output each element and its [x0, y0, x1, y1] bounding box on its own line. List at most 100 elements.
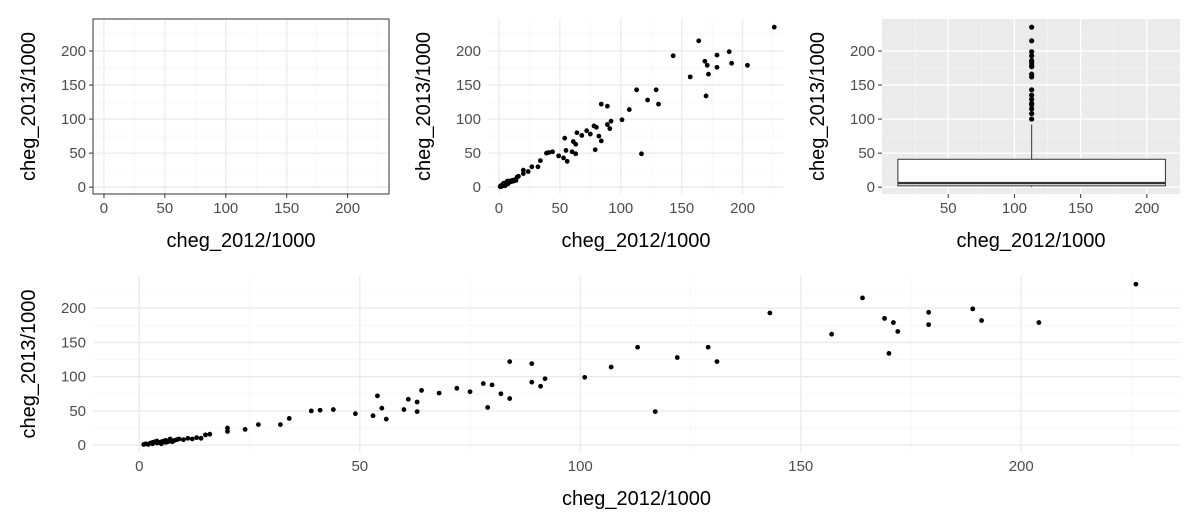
- data-point: [634, 87, 640, 93]
- y-tick-label: 100: [61, 369, 86, 386]
- data-point: [330, 407, 336, 412]
- data-point: [520, 171, 526, 176]
- x-axis-title: cheg_2012/1000: [166, 230, 315, 252]
- box-outlier-point: [1029, 100, 1035, 107]
- data-point: [714, 64, 720, 70]
- box-outlier-point: [1029, 53, 1035, 59]
- y-tick-label: 100: [456, 111, 481, 128]
- y-tick-label: 100: [850, 111, 875, 128]
- data-point: [886, 350, 892, 356]
- data-point: [607, 126, 613, 132]
- data-point: [489, 382, 495, 388]
- data-point: [546, 150, 552, 155]
- x-tick-label: 50: [940, 200, 957, 217]
- y-tick-label: 0: [473, 179, 481, 196]
- data-point: [608, 118, 614, 124]
- data-point: [414, 409, 420, 414]
- data-point: [705, 344, 711, 350]
- y-tick-label: 50: [464, 145, 481, 162]
- data-point: [979, 318, 984, 323]
- data-point: [537, 158, 543, 164]
- data-point: [516, 173, 521, 179]
- data-point: [485, 405, 491, 410]
- data-point: [726, 49, 732, 55]
- data-point: [569, 149, 575, 155]
- data-point: [529, 361, 535, 367]
- data-point: [702, 58, 708, 64]
- data-point: [687, 74, 693, 80]
- data-point: [860, 295, 865, 301]
- data-point: [203, 432, 208, 438]
- x-tick-label: 0: [495, 200, 503, 217]
- data-point: [926, 322, 932, 328]
- x-tick-label: 0: [100, 200, 108, 217]
- box-outlier-point: [1029, 92, 1035, 98]
- data-point: [574, 130, 580, 136]
- y-tick-label: 0: [867, 179, 875, 196]
- data-point: [405, 396, 411, 402]
- panel-border: [92, 18, 390, 195]
- box-outlier-point: [1029, 71, 1035, 77]
- data-point: [608, 364, 614, 370]
- plot-background: [93, 276, 1180, 452]
- x-tick-label: 150: [1068, 200, 1093, 217]
- y-tick-label: 150: [456, 77, 481, 94]
- data-point: [714, 52, 720, 58]
- y-axis-title: cheg_2013/1000: [807, 32, 829, 181]
- data-point: [562, 135, 568, 141]
- data-point: [1133, 281, 1139, 287]
- data-point: [714, 359, 720, 365]
- data-point: [198, 435, 204, 441]
- data-point: [653, 87, 659, 93]
- data-point: [635, 344, 641, 350]
- panel-boxplot: 50 100 150 200 0 50 100 150 200 cheg_2012/1000 che…: [807, 19, 1180, 252]
- y-axis-title: cheg_2013/1000: [413, 32, 435, 181]
- x-tick-label: 200: [1134, 200, 1159, 217]
- x-tick-label: 50: [157, 200, 174, 217]
- box-outlier-point: [1029, 96, 1035, 102]
- x-axis-title: cheg_2012/1000: [956, 230, 1105, 252]
- data-point: [207, 431, 213, 437]
- data-point: [604, 103, 610, 109]
- data-point: [596, 133, 602, 139]
- box-outlier-point: [1029, 57, 1035, 64]
- data-point: [225, 425, 230, 431]
- x-axis-title: cheg_2012/1000: [561, 230, 710, 252]
- data-point: [467, 389, 473, 395]
- data-point: [520, 167, 526, 173]
- data-point: [767, 310, 773, 316]
- data-point: [645, 97, 650, 103]
- data-point: [278, 422, 283, 428]
- data-point: [352, 411, 358, 417]
- y-tick-label: 200: [850, 43, 875, 60]
- data-point: [584, 128, 590, 134]
- data-point: [1036, 320, 1042, 325]
- y-tick-label: 150: [850, 77, 875, 94]
- data-point: [308, 408, 314, 414]
- x-tick-label: 200: [730, 200, 755, 217]
- data-point: [525, 169, 531, 174]
- data-point: [507, 396, 513, 401]
- x-tick-label: 150: [788, 458, 813, 475]
- data-point: [498, 391, 504, 397]
- y-tick-label: 200: [61, 43, 86, 60]
- data-point: [619, 117, 625, 123]
- data-point: [176, 436, 182, 442]
- data-point: [745, 62, 750, 68]
- y-tick-label: 200: [61, 300, 86, 317]
- y-axis-title: cheg_2013/1000: [18, 289, 40, 438]
- plot-background: [93, 19, 389, 194]
- data-point: [704, 62, 710, 68]
- data-point: [242, 427, 248, 432]
- data-point: [370, 413, 376, 419]
- data-point: [656, 101, 661, 107]
- data-point: [286, 416, 292, 421]
- data-point: [592, 147, 598, 153]
- y-tick-label: 100: [61, 111, 86, 128]
- data-point: [383, 416, 389, 422]
- data-point: [926, 309, 932, 315]
- data-point: [180, 437, 186, 443]
- data-point: [542, 376, 548, 382]
- data-point: [626, 107, 632, 112]
